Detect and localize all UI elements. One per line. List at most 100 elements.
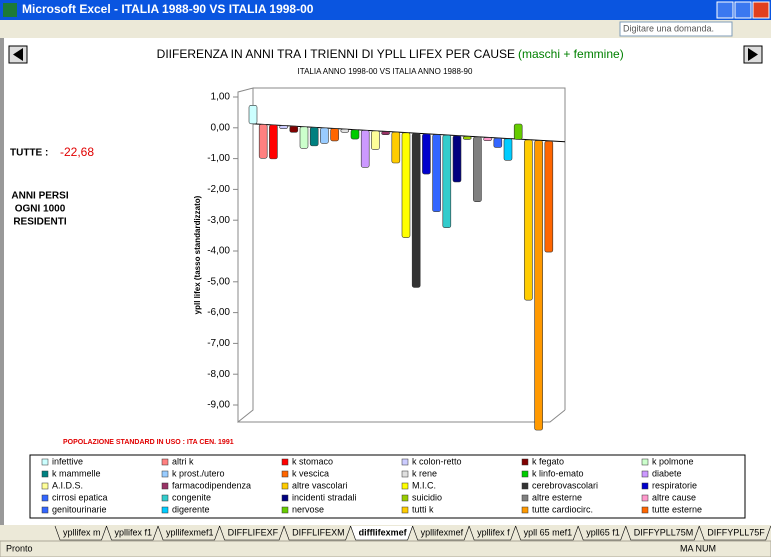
bar <box>299 126 309 149</box>
legend-label: k rene <box>412 468 437 478</box>
legend-label: farmacodipendenza <box>172 480 251 490</box>
chart-subtitle: ITALIA ANNO 1998-00 VS ITALIA ANNO 1988-… <box>298 67 473 76</box>
sheet-tab-shape <box>106 525 159 541</box>
sheet-tab[interactable]: ypllifex f1 <box>115 527 153 537</box>
y-tick-label: -7,00 <box>207 338 230 349</box>
bar <box>269 124 278 160</box>
legend-swatch <box>161 470 169 478</box>
legend-label: cerebrovascolari <box>532 480 598 490</box>
population-note: POPOLAZIONE STANDARD IN USO : ITA CEN. 1… <box>63 439 234 446</box>
bar <box>422 133 431 175</box>
sheet-tab[interactable]: DIFFYPLL75M <box>634 527 694 537</box>
bar <box>279 125 288 129</box>
toolbar <box>0 20 771 38</box>
legend-swatch <box>281 494 289 502</box>
legend-swatch <box>401 482 409 490</box>
legend-swatch <box>41 506 49 514</box>
sheet-tab[interactable]: ypllifex f <box>477 527 510 537</box>
legend-swatch <box>281 470 289 478</box>
side-wall <box>237 87 254 424</box>
status-bar <box>0 540 771 557</box>
back-wall <box>253 87 566 410</box>
sheet-tab[interactable]: ypllifexmef1 <box>166 527 214 537</box>
legend-swatch <box>161 482 169 490</box>
window-title: Microsoft Excel - ITALIA 1988-90 VS ITAL… <box>22 2 314 16</box>
bar <box>371 130 380 150</box>
close[interactable] <box>752 1 770 19</box>
y-tick-label: -4,00 <box>207 246 230 257</box>
legend-label: k colon-retto <box>412 456 462 466</box>
bar <box>442 134 452 228</box>
sheet-tab[interactable]: DIFFYPLL75F <box>707 527 765 537</box>
bar <box>320 127 329 144</box>
sheet-tab[interactable]: ypllifex m <box>63 527 101 537</box>
legend-label: suicidio <box>412 492 442 502</box>
sheet-edge <box>0 38 4 525</box>
bar <box>432 134 441 212</box>
legend-swatch <box>641 470 649 478</box>
sheet-tab-shape <box>625 525 700 541</box>
legend-label: k prost./utero <box>172 468 225 478</box>
legend-swatch <box>281 482 289 490</box>
bar <box>503 138 513 161</box>
legend-label: altre esterne <box>532 492 582 502</box>
sheet-tab[interactable]: DIFFLIFEXM <box>292 527 345 537</box>
sheet-tab[interactable]: DIFFLIFEXF <box>228 527 279 537</box>
legend-swatch <box>161 506 169 514</box>
bar <box>350 129 360 140</box>
legend-swatch <box>521 506 529 514</box>
chart-sheet <box>0 38 771 525</box>
legend-label: incidenti stradali <box>292 492 357 502</box>
legend-swatch <box>401 506 409 514</box>
maximize[interactable] <box>734 1 752 19</box>
legend-swatch <box>161 494 169 502</box>
legend-label: genitourinarie <box>52 504 107 514</box>
sheet-tab-shape <box>412 525 470 541</box>
legend-swatch <box>281 458 289 466</box>
sheet-tab-shape <box>350 525 413 541</box>
sheet-tab-shape <box>515 525 579 541</box>
legend-label: altri k <box>172 456 194 466</box>
minimize[interactable] <box>716 1 734 19</box>
chart-title: DIIFERENZA IN ANNI TRA I TRIENNI DI YPLL… <box>157 47 515 61</box>
legend-label: diabete <box>652 468 682 478</box>
sheet-tab-shape <box>283 525 351 541</box>
legend-label: k fegato <box>532 456 564 466</box>
bar <box>462 136 472 140</box>
sheet-tab[interactable]: ypll 65 mef1 <box>524 527 573 537</box>
status-right: MA NUM <box>680 543 716 553</box>
help-box[interactable] <box>619 21 733 37</box>
sheet-tab[interactable]: difflifexmef <box>359 527 408 537</box>
legend-swatch <box>641 482 649 490</box>
legend-swatch <box>641 458 649 466</box>
legend-swatch <box>41 494 49 502</box>
title-bar <box>0 0 771 20</box>
legend-label: cirrosi epatica <box>52 492 108 502</box>
bar <box>452 135 462 183</box>
bar <box>401 132 411 238</box>
legend-swatch <box>521 494 529 502</box>
y-tick-label: -5,00 <box>207 276 230 287</box>
nav-right-arrow <box>748 48 758 61</box>
legend-swatch <box>41 482 49 490</box>
legend-label: k mammelle <box>52 468 101 478</box>
sheet-tab[interactable]: ypll65 f1 <box>586 527 620 537</box>
legend-label: tutte esterne <box>652 504 702 514</box>
legend <box>29 454 746 519</box>
legend-label: tutti k <box>412 504 434 514</box>
bar <box>483 137 492 141</box>
bar <box>330 128 339 142</box>
y-tick-label: -1,00 <box>207 153 230 164</box>
bar <box>309 127 319 147</box>
y-tick-label: -6,00 <box>207 307 230 318</box>
sheet-tab-shape <box>219 525 285 541</box>
total-value: -22,68 <box>60 145 94 159</box>
legend-label: infettive <box>52 456 83 466</box>
status-left: Pronto <box>6 543 33 553</box>
legend-label: k linfo-emato <box>532 468 584 478</box>
legend-label: altre vascolari <box>292 480 348 490</box>
sheet-tab[interactable]: ypllifexmef <box>421 527 464 537</box>
legend-swatch <box>521 482 529 490</box>
legend-swatch <box>521 470 529 478</box>
